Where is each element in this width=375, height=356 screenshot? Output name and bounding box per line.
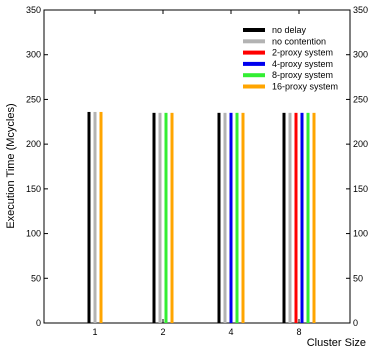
left-y-axis: 0 50 100 150 200 250 300 350 [26,5,48,328]
y-tick-label-left: 150 [26,184,41,194]
bar-no-delay-8 [282,112,286,323]
y-tick-label-left: 250 [26,94,41,104]
y-tick-label-right: 0 [353,318,358,328]
y-axis-label: Execution Time (Mcycles) [5,103,17,228]
bar-16-proxy-system-1 [99,111,103,323]
bar-16-proxy-system-4 [241,112,245,323]
legend-swatch [243,50,265,55]
legend-entry-label: no delay [272,25,307,35]
y-tick-label-left: 200 [26,139,41,149]
y-tick-label-left: 0 [36,318,41,328]
y-tick-label-right: 50 [353,273,363,283]
bar-2-proxy-system-8 [294,112,298,323]
bar-4-proxy-system-8 [300,112,304,323]
legend-entry-label: 8-proxy system [272,70,333,80]
bar-no-contention-4 [223,112,227,323]
y-tick-label-right: 300 [353,50,368,60]
bar-no-contention-2 [158,112,162,323]
y-tick-label-left: 300 [26,50,41,60]
bar-no-delay-2 [152,112,156,323]
bar-16-proxy-system-8 [312,112,316,323]
legend-swatch [243,39,265,44]
bar-no-delay-1 [87,111,91,323]
legend-swatch [243,28,265,32]
y-tick-label-right: 250 [353,94,368,104]
bar-8-proxy-system-2 [164,112,168,323]
bar-4-proxy-system-4 [229,112,233,323]
bar-no-contention-8 [288,112,292,323]
x-tick-label: 8 [296,327,301,337]
y-tick-label-right: 350 [353,5,368,15]
x-tick-label: 4 [228,327,233,337]
y-tick-label-right: 200 [353,139,368,149]
legend-swatch [243,61,265,66]
y-tick-label-left: 50 [31,273,41,283]
y-tick-label-right: 100 [353,229,368,239]
bar-no-delay-4 [217,112,221,323]
bar-8-proxy-system-4 [235,112,239,323]
x-tick-label: 1 [92,327,97,337]
legend-entry-label: 2-proxy system [272,48,333,58]
right-y-axis: 0 50 100 150 200 250 300 350 [346,5,368,328]
legend-swatch [243,73,265,78]
bar-16-proxy-system-2 [170,112,174,323]
bars-group [87,111,316,323]
y-tick-label-left: 350 [26,5,41,15]
bar-no-contention-1 [93,111,97,323]
bar-8-proxy-system-8 [306,112,310,323]
y-tick-label-left: 100 [26,229,41,239]
plot-frame [43,9,351,324]
x-axis-label: Cluster Size [307,337,366,349]
legend-swatch [243,84,265,89]
legend-entry-label: 4-proxy system [272,59,333,69]
legend-entry-label: no contention [272,36,326,46]
y-tick-label-right: 150 [353,184,368,194]
x-axis: 1 2 4 8 [92,10,302,337]
x-tick-label: 2 [160,327,165,337]
legend-entry-label: 16-proxy system [272,82,338,92]
